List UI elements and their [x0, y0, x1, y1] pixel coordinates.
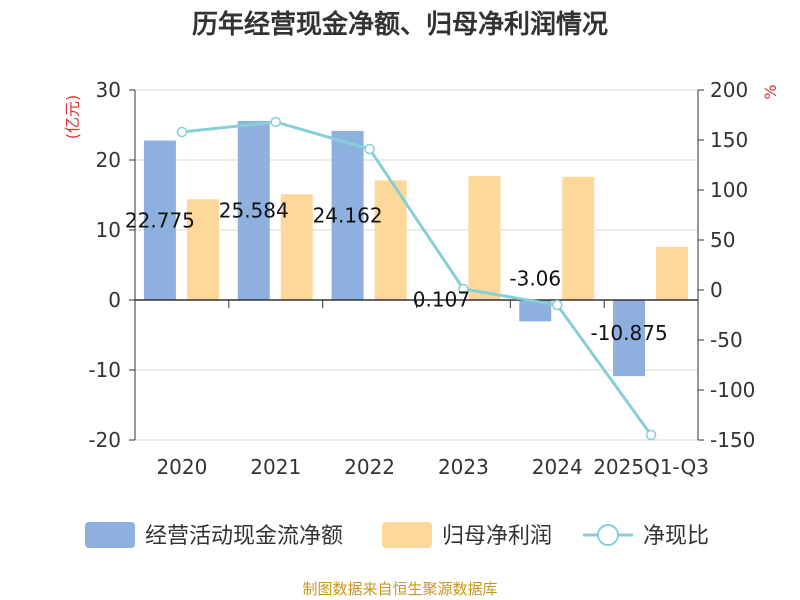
source-note: 制图数据来自恒生聚源数据库: [302, 580, 498, 598]
bar-cashflow: [143, 140, 176, 300]
bar-cashflow: [237, 120, 270, 300]
bar-cashflow: [519, 300, 552, 322]
y-right-tick-label: -150: [710, 428, 755, 452]
data-label: 0.107: [413, 288, 470, 312]
line-net-cash-ratio: [181, 120, 653, 436]
axes-group: 3020100-10-20200150100500-50-100-150(亿元)…: [63, 78, 780, 479]
line-point: [458, 283, 469, 295]
legend-label: 净现比: [643, 524, 709, 549]
y-right-tick-label: -100: [710, 378, 755, 402]
bars-group: [143, 120, 689, 377]
data-label: 24.162: [313, 203, 383, 227]
bar-cashflow: [331, 130, 364, 300]
legend-swatch-ratio-marker: [597, 524, 619, 546]
data-label: -3.06: [509, 266, 561, 290]
legend-swatch-net-profit: [382, 522, 432, 548]
y-left-tick-label: -10: [88, 358, 121, 382]
chart-title: 历年经营现金净额、归母净利润情况: [191, 10, 608, 40]
x-tick-label: 2025Q1-Q3: [593, 455, 709, 479]
data-labels-group: 22.775 25.584 24.162 0.107 -3.06 -10.875: [125, 198, 668, 345]
y-right-tick-label: -50: [710, 328, 743, 352]
line-point: [270, 116, 281, 128]
bar-net-profit: [656, 246, 689, 300]
line-series-group: [176, 116, 657, 441]
y-right-unit: %: [761, 84, 780, 99]
line-point: [364, 143, 375, 155]
line-point: [552, 299, 563, 311]
y-right-tick-label: 150: [710, 128, 748, 152]
y-right-tick-label: 0: [710, 278, 723, 302]
y-left-tick-label: -20: [88, 428, 121, 452]
data-label: 25.584: [219, 198, 289, 222]
data-label: 22.775: [125, 208, 195, 232]
data-label: -10.875: [590, 321, 667, 345]
bar-net-profit: [186, 199, 219, 300]
grid-lines: [135, 89, 698, 441]
bar-cashflow: [613, 300, 646, 377]
y-right-tick-label: 200: [710, 78, 748, 102]
line-point: [176, 126, 188, 138]
line-point: [645, 429, 657, 441]
y-left-tick-label: 10: [96, 218, 121, 242]
y-right-tick-label: 100: [710, 178, 748, 202]
x-tick-label: 2023: [438, 455, 489, 479]
x-tick-label: 2020: [156, 455, 207, 479]
y-left-tick-label: 30: [96, 78, 121, 102]
legend-label: 经营活动现金流净额: [145, 524, 343, 549]
y-right-tick-label: 50: [710, 228, 735, 252]
x-tick-label: 2021: [250, 455, 301, 479]
legend-swatch-cashflow: [85, 522, 135, 548]
y-left-tick-label: 0: [108, 288, 121, 312]
x-tick-label: 2024: [532, 455, 583, 479]
bar-net-profit: [374, 180, 407, 300]
legend: 经营活动现金流净额 归母净利润 净现比: [85, 522, 709, 549]
y-left-tick-label: 20: [96, 148, 121, 172]
y-left-unit: (亿元): [63, 95, 82, 140]
bar-net-profit: [468, 176, 501, 300]
bar-net-profit: [562, 176, 595, 300]
x-tick-label: 2022: [344, 455, 395, 479]
bar-net-profit: [280, 194, 313, 300]
legend-label: 归母净利润: [442, 524, 552, 549]
